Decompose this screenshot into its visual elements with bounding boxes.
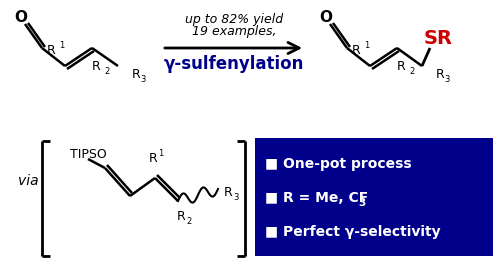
Text: SR: SR	[424, 28, 452, 48]
Text: R: R	[132, 68, 141, 81]
Text: 19 examples,: 19 examples,	[192, 26, 276, 39]
Text: R: R	[92, 60, 100, 73]
Text: up to 82% yield: up to 82% yield	[185, 13, 283, 26]
Text: ■ One-pot process: ■ One-pot process	[265, 157, 412, 171]
Text: 3: 3	[358, 198, 365, 208]
Bar	[255, 138, 493, 256]
Text: R: R	[396, 60, 406, 73]
Text: R: R	[224, 186, 232, 200]
Text: 1: 1	[364, 41, 369, 51]
Text: 3: 3	[444, 76, 450, 85]
Text: R: R	[148, 152, 158, 164]
Text: R: R	[176, 210, 186, 223]
Text: ■ R = Me, CF: ■ R = Me, CF	[265, 191, 368, 205]
Text: R: R	[46, 44, 56, 56]
Text: R: R	[436, 68, 445, 81]
Text: O: O	[320, 10, 332, 24]
Text: ■ Perfect γ-selectivity: ■ Perfect γ-selectivity	[265, 225, 440, 239]
Text: O: O	[14, 10, 28, 24]
Text: via: via	[18, 174, 38, 188]
Text: TIPSO: TIPSO	[70, 148, 106, 160]
Text: 2: 2	[409, 66, 414, 76]
Text: 1: 1	[59, 41, 64, 51]
Text: 2: 2	[186, 218, 192, 227]
Text: γ-sulfenylation: γ-sulfenylation	[164, 55, 304, 73]
Text: 3: 3	[234, 193, 238, 202]
Text: R: R	[352, 44, 360, 56]
Text: 1: 1	[158, 148, 164, 157]
Text: 3: 3	[140, 76, 145, 85]
Text: 2: 2	[104, 66, 109, 76]
